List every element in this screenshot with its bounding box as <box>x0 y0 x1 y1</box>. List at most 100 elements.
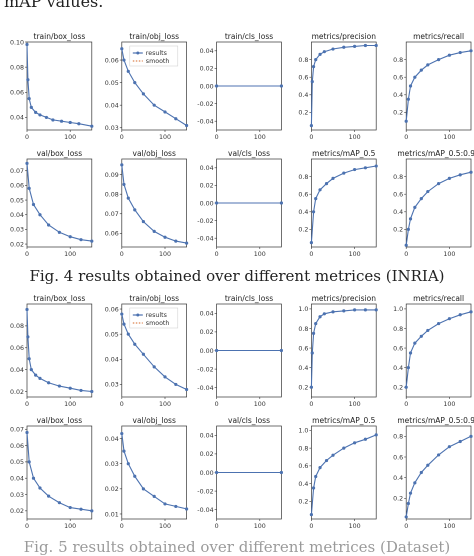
data-point <box>437 58 441 62</box>
results-series-line <box>405 171 472 246</box>
data-point <box>152 494 156 498</box>
y-tick-label: -0.02 <box>197 218 213 225</box>
data-point <box>447 53 451 57</box>
y-tick-label: 0.2 <box>298 110 308 117</box>
data-point <box>279 348 283 353</box>
data-point <box>38 213 42 217</box>
data-point <box>31 202 36 207</box>
x-tick-label: 100 <box>349 251 361 258</box>
y-tick-label: 0.00 <box>200 348 214 355</box>
legend-label: smooth <box>146 320 170 327</box>
data-point <box>215 348 219 353</box>
y-tick-label: 0.4 <box>393 92 403 99</box>
x-tick-label: 0 <box>309 134 313 141</box>
data-point <box>322 50 326 54</box>
y-tick-label: 0.02 <box>105 486 119 493</box>
y-tick-label: 1.0 <box>298 428 308 435</box>
figure-1-caption: Fig. 4 results obtained over different m… <box>29 267 445 285</box>
subplot-title: train/obj_loss <box>129 32 179 41</box>
data-point <box>406 97 410 101</box>
data-point <box>447 176 451 180</box>
y-tick-label: 0.8 <box>298 326 308 333</box>
data-point <box>419 68 423 72</box>
subplot-title: train/box_loss <box>34 294 86 303</box>
data-point <box>353 167 357 172</box>
data-point <box>31 476 36 480</box>
y-tick-label: 0.2 <box>298 385 308 392</box>
data-point <box>133 81 137 85</box>
y-tick-label: 0.06 <box>105 57 119 64</box>
y-tick-label: 0.04 <box>200 433 214 440</box>
data-point <box>311 210 316 214</box>
data-point <box>126 69 130 73</box>
y-tick-label: 0.8 <box>393 326 403 333</box>
data-point <box>309 124 313 128</box>
x-tick-label: 0 <box>309 401 313 408</box>
y-tick-label: 0.04 <box>105 102 119 109</box>
data-point <box>363 437 367 441</box>
data-point <box>469 49 473 53</box>
data-point <box>59 119 64 123</box>
data-point <box>47 223 51 227</box>
data-point <box>318 188 322 192</box>
legend-marker <box>136 313 140 317</box>
y-tick-label: 0.4 <box>393 365 403 372</box>
data-point <box>77 122 81 126</box>
data-point <box>25 307 29 312</box>
x-tick-label: 100 <box>254 134 266 141</box>
subplot-2: train/obj_loss 0.03 0.04 0.05 0.06 0 100 result… <box>105 294 189 408</box>
y-tick-label: 0.03 <box>10 227 24 234</box>
y-tick-label: 0.4 <box>298 209 308 216</box>
data-point <box>279 201 283 205</box>
data-point <box>374 433 378 437</box>
x-tick-label: 0 <box>215 251 219 258</box>
x-tick-label: 100 <box>64 523 76 530</box>
data-point <box>318 315 322 319</box>
subplot-frame <box>121 425 187 520</box>
y-tick-label: 0.05 <box>105 80 119 87</box>
y-tick-label: -0.04 <box>197 236 213 243</box>
data-point <box>469 310 473 314</box>
y-tick-label: 0.4 <box>298 92 308 99</box>
data-point <box>215 470 219 475</box>
subplot-6: val/box_loss 0.02 0.03 0.04 0.05 0.06 0.07 0 100 <box>10 149 94 258</box>
data-point <box>342 309 346 313</box>
x-tick-label: 0 <box>25 401 29 408</box>
data-point <box>68 386 72 390</box>
y-tick-label: 0.05 <box>10 197 24 204</box>
data-point <box>408 351 413 355</box>
x-tick-label: 0 <box>404 523 408 530</box>
data-point <box>458 439 462 444</box>
y-tick-label: -0.02 <box>197 366 213 373</box>
legend-label: results <box>146 312 167 319</box>
data-point <box>152 365 156 369</box>
y-tick-label: 0.6 <box>298 75 308 82</box>
legend-label: smooth <box>146 58 170 65</box>
y-tick-label: 0.02 <box>10 508 24 515</box>
y-tick-label: 0.06 <box>10 345 24 352</box>
y-tick-label: 0.00 <box>200 470 214 477</box>
subplot-title: metrics/mAP_0.5:0.95 <box>397 416 474 425</box>
y-tick-label: 0.8 <box>393 434 403 441</box>
data-point <box>331 453 335 457</box>
data-point <box>353 308 357 312</box>
subplot-title: metrics/recall <box>413 294 464 303</box>
x-tick-label: 100 <box>254 523 266 530</box>
data-point <box>141 352 145 356</box>
subplot-frame <box>405 41 472 131</box>
subplot-10: metrics/mAP_0.5:0.95 0.2 0.4 0.6 0.8 0 100 <box>393 416 474 530</box>
y-tick-label: 0.04 <box>10 212 24 219</box>
data-point <box>25 161 29 165</box>
x-tick-label: 0 <box>120 251 124 258</box>
subplot-title: val/obj_loss <box>133 149 176 158</box>
data-point <box>90 389 94 394</box>
data-point <box>353 441 357 445</box>
data-point <box>311 486 316 490</box>
subplot-title: val/cls_loss <box>228 149 270 158</box>
data-point <box>163 502 167 506</box>
subplot-7: val/obj_loss 0.06 0.07 0.08 0.09 0 100 <box>105 149 189 258</box>
subplot-frame <box>311 425 377 520</box>
data-point <box>447 317 451 321</box>
y-tick-label: 0.2 <box>298 499 308 506</box>
data-point <box>38 486 42 490</box>
